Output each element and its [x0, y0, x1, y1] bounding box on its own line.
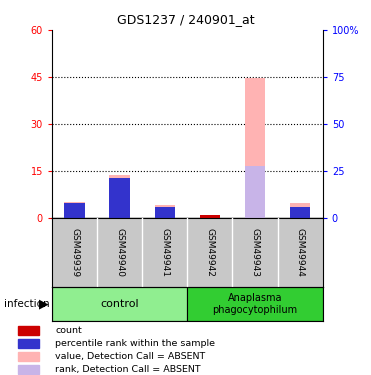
- Text: Anaplasma
phagocytophilum: Anaplasma phagocytophilum: [213, 293, 298, 315]
- Text: ▶: ▶: [39, 297, 49, 310]
- Bar: [109, 176, 130, 217]
- Bar: [155, 205, 175, 218]
- Bar: [64, 202, 85, 217]
- Bar: [290, 203, 311, 217]
- Text: infection: infection: [4, 299, 49, 309]
- Bar: [109, 178, 130, 218]
- Text: count: count: [55, 326, 82, 335]
- Bar: [19, 364, 39, 375]
- Bar: [155, 207, 175, 218]
- Bar: [155, 207, 175, 218]
- Text: GSM49942: GSM49942: [206, 228, 214, 277]
- Text: GSM49940: GSM49940: [115, 228, 124, 277]
- Bar: [245, 166, 265, 218]
- Bar: [64, 203, 85, 217]
- Bar: [19, 326, 39, 335]
- Text: GSM49939: GSM49939: [70, 228, 79, 277]
- Text: GSM49944: GSM49944: [296, 228, 305, 277]
- Text: value, Detection Call = ABSENT: value, Detection Call = ABSENT: [55, 352, 206, 361]
- Bar: [52, 287, 187, 321]
- Bar: [200, 215, 220, 217]
- Bar: [187, 287, 323, 321]
- Bar: [245, 78, 265, 218]
- Text: GSM49941: GSM49941: [160, 228, 169, 277]
- Text: GDS1237 / 240901_at: GDS1237 / 240901_at: [117, 13, 254, 26]
- Bar: [64, 203, 85, 217]
- Bar: [19, 352, 39, 362]
- Text: GSM49943: GSM49943: [250, 228, 260, 277]
- Text: control: control: [100, 299, 139, 309]
- Bar: [109, 178, 130, 218]
- Bar: [290, 207, 311, 218]
- Bar: [19, 339, 39, 348]
- Text: rank, Detection Call = ABSENT: rank, Detection Call = ABSENT: [55, 365, 201, 374]
- Bar: [290, 207, 311, 218]
- Text: percentile rank within the sample: percentile rank within the sample: [55, 339, 215, 348]
